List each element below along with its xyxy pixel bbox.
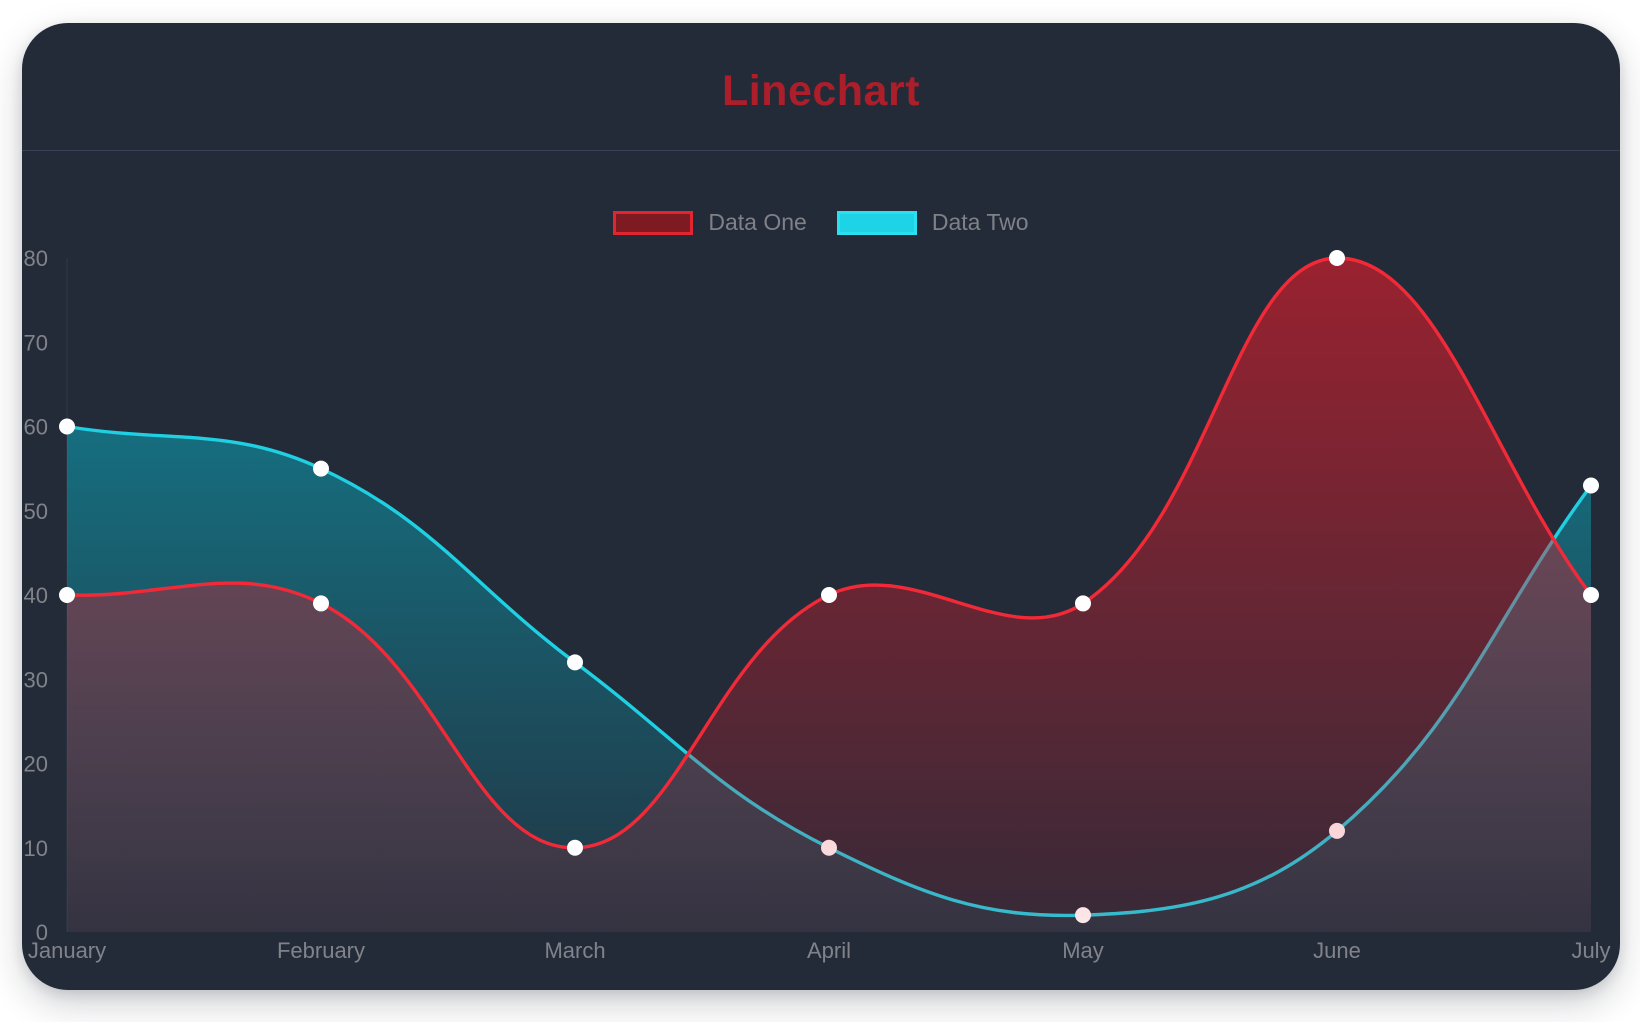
legend-swatch-icon bbox=[613, 210, 694, 235]
legend-swatch-icon bbox=[836, 210, 917, 235]
title-divider bbox=[22, 150, 1620, 151]
chart-legend: Data One Data Two bbox=[22, 209, 1620, 236]
chart-card: Linechart Data One Data Two bbox=[22, 23, 1620, 990]
legend-label: Data One bbox=[708, 209, 807, 235]
legend-item-data-two[interactable]: Data Two bbox=[836, 209, 1029, 236]
legend-label: Data Two bbox=[931, 209, 1029, 235]
legend-item-data-one[interactable]: Data One bbox=[613, 209, 807, 236]
chart-title: Linechart bbox=[721, 67, 921, 115]
